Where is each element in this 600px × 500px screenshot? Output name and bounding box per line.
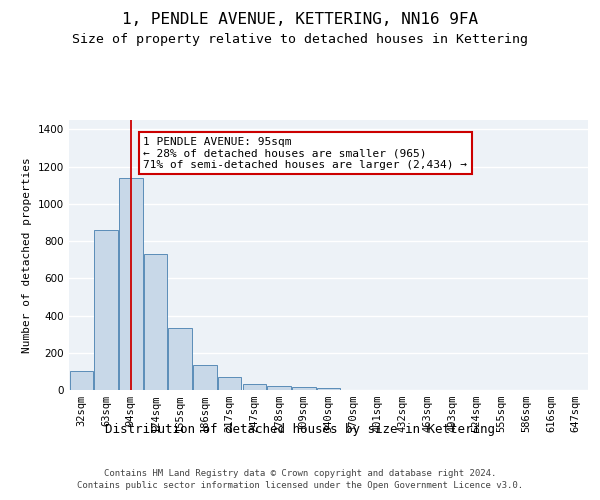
Bar [268, 386, 291, 390]
Y-axis label: Number of detached properties: Number of detached properties [22, 157, 32, 353]
Text: 1, PENDLE AVENUE, KETTERING, NN16 9FA: 1, PENDLE AVENUE, KETTERING, NN16 9FA [122, 12, 478, 28]
Bar [242, 384, 266, 390]
Bar [94, 230, 118, 390]
Bar [169, 328, 192, 390]
Bar [317, 388, 340, 390]
Text: Distribution of detached houses by size in Kettering: Distribution of detached houses by size … [105, 422, 495, 436]
Bar [218, 377, 241, 390]
Bar [193, 365, 217, 390]
Bar [119, 178, 143, 390]
Text: 1 PENDLE AVENUE: 95sqm
← 28% of detached houses are smaller (965)
71% of semi-de: 1 PENDLE AVENUE: 95sqm ← 28% of detached… [143, 137, 467, 170]
Bar [144, 254, 167, 390]
Bar [70, 372, 93, 390]
Text: Size of property relative to detached houses in Kettering: Size of property relative to detached ho… [72, 32, 528, 46]
Bar [292, 387, 316, 390]
Text: Contains HM Land Registry data © Crown copyright and database right 2024.
Contai: Contains HM Land Registry data © Crown c… [77, 469, 523, 490]
